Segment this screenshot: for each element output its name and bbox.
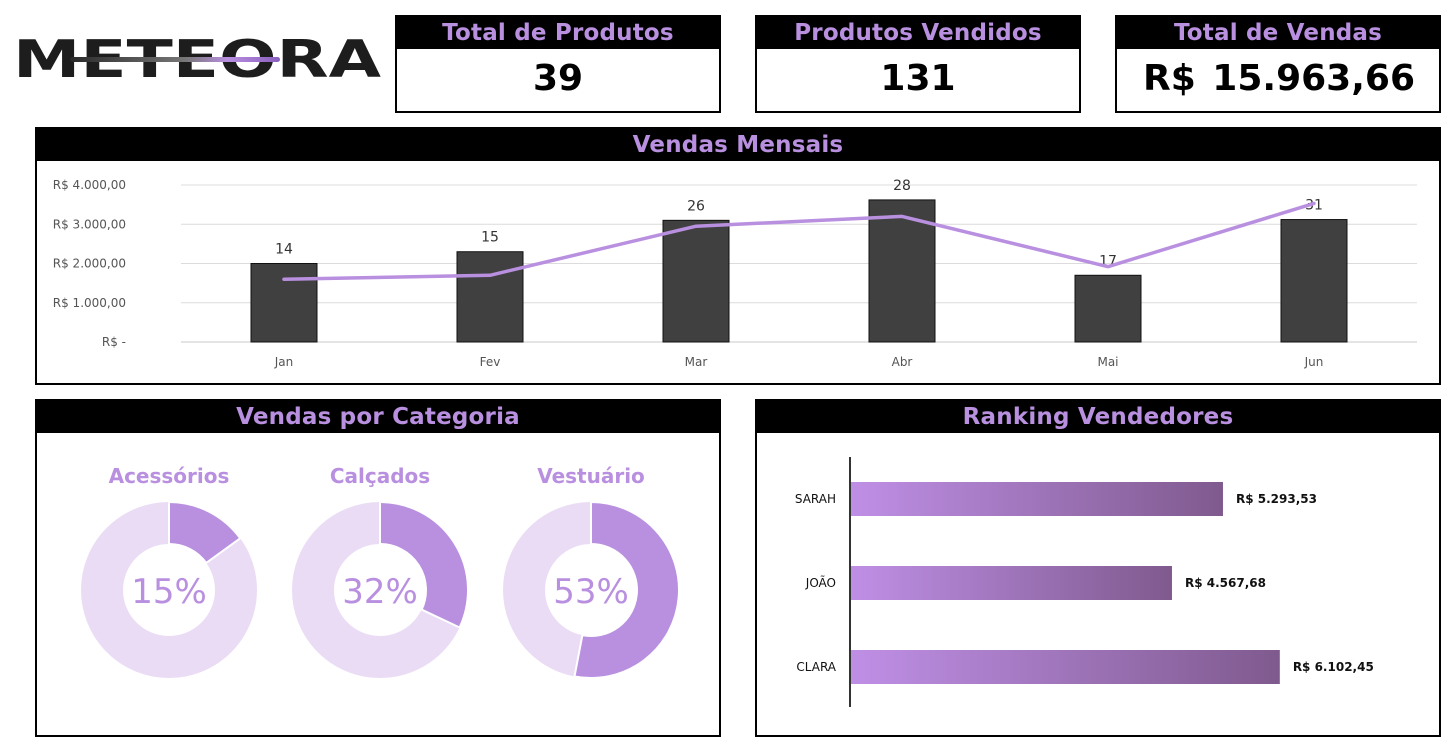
rank-bar-sarah	[851, 482, 1223, 516]
trend-line	[282, 201, 1316, 281]
bar-abr	[868, 199, 936, 343]
kpi-title: Total de Produtos	[397, 17, 719, 49]
x-tick-label: Jan	[274, 355, 294, 369]
rank-name: JOÃO	[805, 575, 836, 590]
y-tick-label: R$ 3.000,00	[53, 217, 126, 231]
data-label: 15	[481, 230, 499, 246]
bar-mai	[1074, 274, 1142, 343]
kpi-title: Total de Vendas	[1117, 17, 1439, 49]
monthly-sales-panel: Vendas Mensais R$ - R$ 1.000,00 R$ 2.000,0…	[35, 127, 1441, 385]
category-title: Vendas por Categoria	[37, 401, 719, 433]
rank-value: R$ 4.567,68	[1185, 576, 1266, 590]
x-tick-label: Fev	[480, 355, 501, 369]
bar-fev	[456, 251, 524, 343]
donut-percent: 53%	[553, 572, 629, 612]
rank-name: SARAH	[795, 492, 836, 506]
donut-slice	[379, 500, 469, 629]
donut-slice	[573, 500, 680, 679]
kpi-value: 131	[880, 58, 956, 99]
kpi-total-produtos: Total de Produtos 39	[395, 15, 721, 113]
donut-percent: 15%	[131, 572, 207, 612]
monthly-sales-chart: R$ - R$ 1.000,00 R$ 2.000,00 R$ 3.000,00 R$ …	[53, 178, 1417, 369]
y-tick-label: R$ 1.000,00	[53, 296, 126, 310]
kpi-title: Produtos Vendidos	[757, 17, 1079, 49]
ranking-panel: Ranking Vendedores SARAH R$ 5.293,53 JOÃO R…	[755, 399, 1441, 737]
data-label: 26	[687, 198, 705, 214]
ranking-chart: SARAH R$ 5.293,53 JOÃO R$ 4.567,68 CLARA R$ 6…	[795, 457, 1374, 707]
bar-jan	[250, 263, 318, 343]
kpi-produtos-vendidos: Produtos Vendidos 131	[755, 15, 1081, 113]
y-tick-label: R$ 4.000,00	[53, 178, 126, 192]
y-tick-label: R$ -	[102, 335, 126, 349]
x-tick-label: Mar	[685, 355, 708, 369]
x-tick-label: Jun	[1304, 355, 1324, 369]
donut-label: Vestuário	[537, 464, 645, 488]
donut-slice	[168, 500, 242, 565]
y-tick-label: R$ 2.000,00	[53, 257, 126, 271]
rank-value: R$ 5.293,53	[1236, 492, 1317, 506]
donut-label: Calçados	[330, 464, 430, 488]
donut-label: Acessórios	[109, 464, 230, 488]
data-label: 28	[893, 178, 911, 194]
x-tick-label: Abr	[892, 355, 913, 369]
bar-mar	[662, 219, 730, 343]
data-label: 31	[1305, 198, 1323, 214]
category-chart: Acessórios 15% Calçados 32% Vestuário 53%	[81, 464, 680, 679]
kpi-total-vendas: Total de Vendas R$ 15.963,66	[1115, 15, 1441, 113]
donut-percent: 32%	[342, 572, 418, 612]
kpi-currency: R$	[1143, 58, 1196, 99]
kpi-value: 39	[532, 58, 584, 99]
rank-bar-joão	[851, 566, 1172, 600]
rank-value: R$ 6.102,45	[1293, 660, 1374, 674]
bar-jun	[1280, 219, 1348, 343]
rank-name: CLARA	[796, 660, 836, 674]
logo-swoosh	[70, 57, 280, 62]
monthly-sales-title: Vendas Mensais	[37, 129, 1439, 161]
data-label: 14	[275, 242, 293, 258]
x-tick-label: Mai	[1097, 355, 1118, 369]
ranking-title: Ranking Vendedores	[757, 401, 1439, 433]
rank-bar-clara	[851, 650, 1280, 684]
kpi-value: 15.963,66	[1212, 58, 1415, 99]
category-panel: Vendas por Categoria Acessórios 15% Calçad…	[35, 399, 721, 737]
meteora-logo: METEORA	[13, 30, 381, 88]
